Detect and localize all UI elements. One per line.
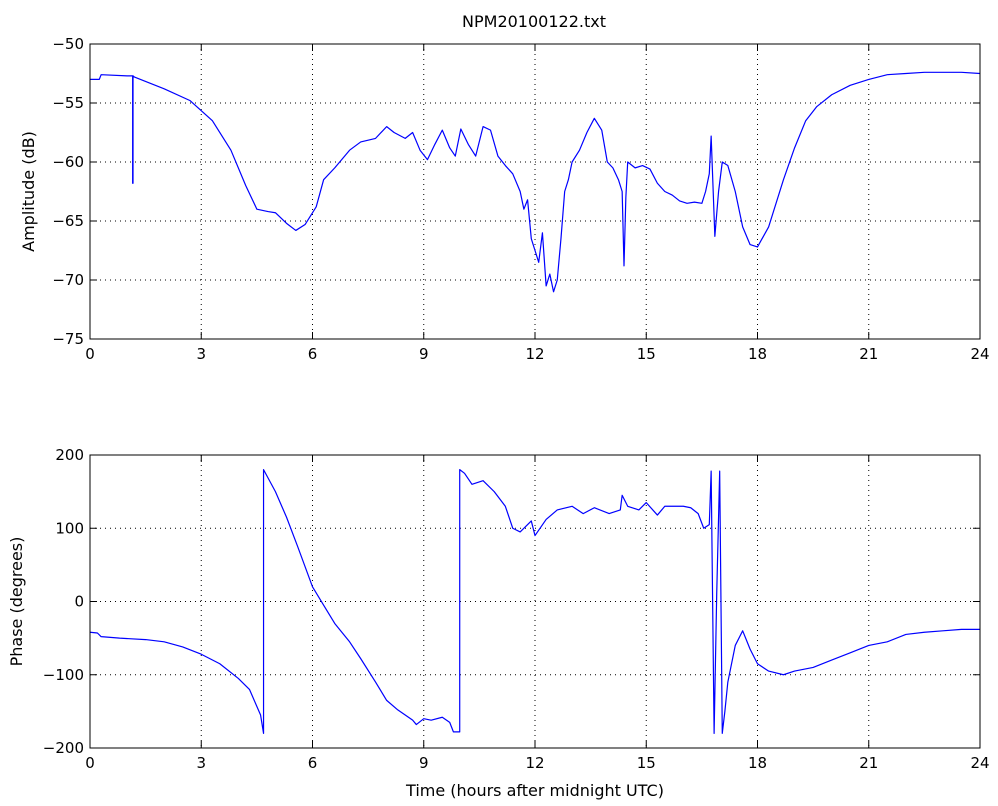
- amplitude-x-tick-label: 15: [637, 345, 656, 363]
- chart-title: NPM20100122.txt: [462, 12, 606, 31]
- phase-x-tick-label: 12: [525, 754, 544, 772]
- phase-series-line: [89, 469, 980, 734]
- phase-x-tick-label: 6: [308, 754, 318, 772]
- phase-x-tick-label: 21: [859, 754, 878, 772]
- amplitude-y-tick-label: −60: [52, 153, 84, 171]
- amplitude-x-tick-label: 12: [525, 345, 544, 363]
- amplitude-y-tick-label: −75: [52, 330, 84, 348]
- phase-x-tick-label: 18: [748, 754, 767, 772]
- amplitude-y-tick-label: −65: [52, 212, 84, 230]
- amplitude-y-tick-label: −70: [52, 271, 84, 289]
- amplitude-series-line: [90, 71, 981, 293]
- amplitude-x-tick-label: 24: [970, 345, 989, 363]
- phase-y-tick-label: −200: [43, 739, 84, 757]
- amplitude-y-tick-label: −50: [52, 35, 84, 53]
- phase-y-axis-label: Phase (degrees): [7, 537, 26, 667]
- phase-x-axis-label: Time (hours after midnight UTC): [405, 781, 664, 800]
- amplitude-x-tick-label: 6: [308, 345, 318, 363]
- amplitude-y-tick-label: −55: [52, 94, 84, 112]
- amplitude-x-tick-label: 9: [419, 345, 429, 363]
- phase-y-tick-label: 0: [74, 593, 84, 611]
- phase-x-tick-label: 9: [419, 754, 429, 772]
- amplitude-x-tick-label: 18: [748, 345, 767, 363]
- phase-x-tick-label: 0: [85, 754, 95, 772]
- phase-y-tick-label: 100: [55, 519, 84, 537]
- phase-y-tick-label: 200: [55, 446, 84, 464]
- amplitude-plot: 0 3 6 9 12 15 18 21 24 −75 −70 −65 −60 −55 −50 Amplitud…: [19, 35, 990, 363]
- phase-x-tick-label: 24: [970, 754, 989, 772]
- phase-y-tick-label: −100: [43, 666, 84, 684]
- amplitude-x-tick-label: 3: [196, 345, 206, 363]
- phase-plot: 0 3 6 9 12 15 18 21 24 −200 −100 0 100 200 Phase (degr…: [7, 446, 990, 800]
- phase-x-tick-label: 15: [637, 754, 656, 772]
- phase-x-tick-label: 3: [196, 754, 206, 772]
- amplitude-x-tick-label: 0: [85, 345, 95, 363]
- amplitude-x-tick-label: 21: [859, 345, 878, 363]
- amplitude-y-axis-label: Amplitude (dB): [19, 131, 38, 252]
